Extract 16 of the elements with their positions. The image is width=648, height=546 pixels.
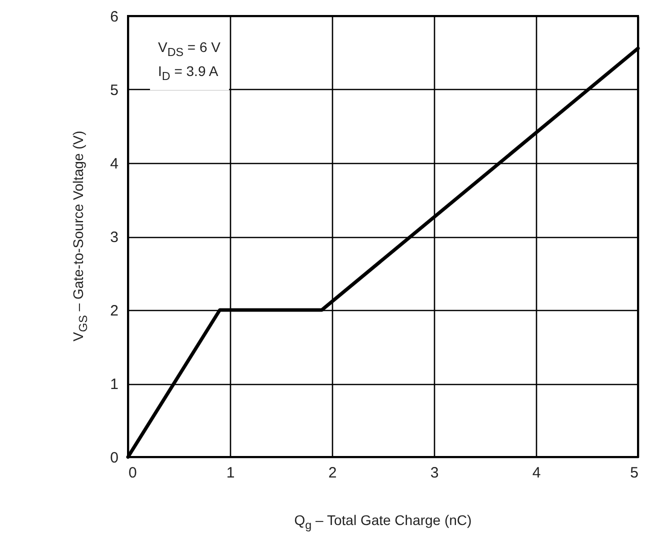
y-tick-label: 3 <box>110 229 118 246</box>
x-tick-label: 3 <box>430 464 439 482</box>
y-tick-label: 5 <box>110 82 118 99</box>
y-tick-label: 1 <box>110 376 118 393</box>
x-tick-label: 5 <box>630 464 638 482</box>
y-tick-label: 0 <box>110 450 118 466</box>
x-tick-label: 2 <box>328 464 337 482</box>
annotation: I$_{D}$ = 3.9 A <box>158 62 218 83</box>
y-tick-label: 6 <box>110 8 118 26</box>
x-axis-title: Q$_{g}$ – Total Gate Charge (nC) <box>294 512 472 532</box>
y-tick-label: 4 <box>110 156 118 172</box>
x-tick-label: 0 <box>128 464 137 482</box>
y-tick-label: 2 <box>110 302 118 320</box>
x-tick-label: 4 <box>532 464 541 482</box>
annotation: V$_{DS}$ = 6 V <box>158 39 221 59</box>
x-tick-label: 1 <box>226 464 235 482</box>
